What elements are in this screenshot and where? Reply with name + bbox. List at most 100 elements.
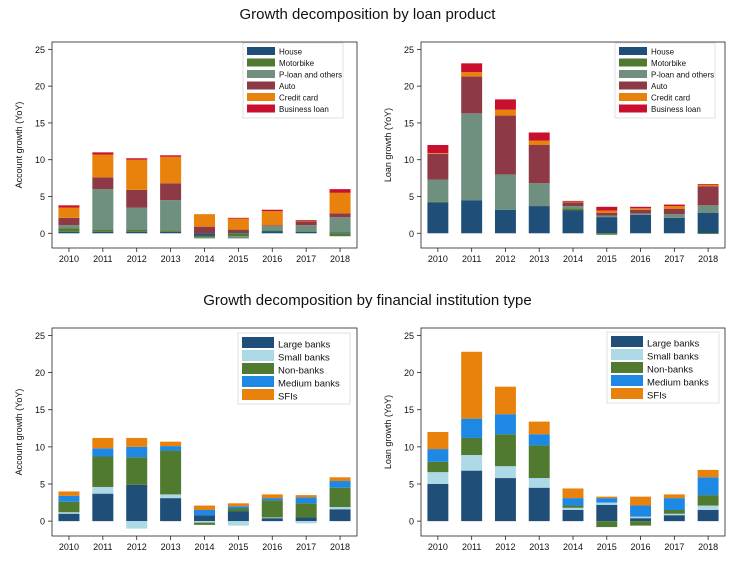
bar-business-loan-2015 xyxy=(596,206,618,211)
bar-sfis-2010 xyxy=(58,491,80,496)
bar-p-loan-and-others-2018 xyxy=(329,217,351,233)
x-tick-label-2016: 2016 xyxy=(631,254,651,264)
bar-motorbike-2010 xyxy=(58,228,80,232)
y-tick-label-0: 0 xyxy=(409,229,414,239)
legend-swatch-business-loan xyxy=(619,104,647,113)
bar-business-loan-2013 xyxy=(160,155,182,157)
bar-non-banks-2016 xyxy=(261,500,283,518)
legend-swatch-non-banks xyxy=(611,362,643,373)
bar-sfis-2015 xyxy=(227,503,249,507)
bar-motorbike-2010 xyxy=(427,201,449,203)
bar-house-2013 xyxy=(528,206,550,234)
bar-p-loan-and-others-2013 xyxy=(160,200,182,231)
bar-sfis-2011 xyxy=(92,437,114,449)
bar-credit-card-2013 xyxy=(528,140,550,145)
x-tick-label-2011: 2011 xyxy=(93,254,112,264)
legend-swatch-sfis xyxy=(242,389,274,400)
bar-motorbike-2018 xyxy=(697,233,719,235)
legend-swatch-auto xyxy=(619,81,647,90)
bar-house-2016 xyxy=(630,214,652,234)
bar-credit-card-2018 xyxy=(697,184,719,187)
y-tick-label-25: 25 xyxy=(35,331,45,341)
bar-credit-card-2012 xyxy=(126,159,148,190)
bar-non-banks-2014 xyxy=(193,522,216,525)
bar-business-loan-2010 xyxy=(427,145,449,154)
bar-large-banks-2018 xyxy=(329,509,351,522)
bar-medium-banks-2012 xyxy=(126,446,148,458)
bar-large-banks-2013 xyxy=(160,498,182,522)
bar-house-2018 xyxy=(697,212,719,234)
bar-business-loan-2012 xyxy=(126,158,148,160)
bar-small-banks-2015 xyxy=(596,502,618,505)
x-tick-label-2017: 2017 xyxy=(296,542,316,552)
bar-p-loan-and-others-2011 xyxy=(461,113,483,201)
bar-motorbike-2012 xyxy=(126,229,148,232)
bar-small-banks-2014 xyxy=(193,521,216,523)
legend-swatch-large-banks xyxy=(611,336,643,347)
bar-motorbike-2014 xyxy=(193,235,216,237)
x-tick-label-2010: 2010 xyxy=(59,542,79,552)
x-tick-label-2014: 2014 xyxy=(563,542,583,552)
legend-label-small-banks: Small banks xyxy=(647,352,699,363)
legend-swatch-sfis xyxy=(611,388,643,399)
x-tick-label-2014: 2014 xyxy=(194,254,214,264)
y-tick-label-5: 5 xyxy=(40,192,45,202)
bar-credit-card-2012 xyxy=(494,109,516,116)
x-tick-label-2018: 2018 xyxy=(330,542,350,552)
bar-business-loan-2010 xyxy=(58,205,80,208)
bar-large-banks-2014 xyxy=(562,510,584,522)
bar-large-banks-2015 xyxy=(596,504,618,522)
bar-non-banks-2016 xyxy=(630,521,652,526)
bar-small-banks-2011 xyxy=(92,486,114,494)
bar-non-banks-2010 xyxy=(427,461,449,473)
bar-business-loan-2014 xyxy=(562,200,584,202)
bar-large-banks-2011 xyxy=(461,470,483,522)
x-tick-label-2012: 2012 xyxy=(495,542,515,552)
bar-small-banks-2016 xyxy=(630,516,652,519)
x-tick-label-2018: 2018 xyxy=(698,542,718,552)
bar-house-2012 xyxy=(126,231,148,234)
legend-label-credit-card: Credit card xyxy=(651,94,690,103)
bar-p-loan-and-others-2014 xyxy=(193,236,216,239)
y-tick-label-10: 10 xyxy=(404,442,414,452)
bar-business-loan-2013 xyxy=(528,132,550,141)
bar-large-banks-2014 xyxy=(193,515,216,522)
bar-credit-card-2018 xyxy=(329,192,351,214)
bar-non-banks-2017 xyxy=(295,503,317,518)
bar-large-banks-2017 xyxy=(663,515,685,522)
bar-small-banks-2010 xyxy=(58,512,80,514)
bar-house-2017 xyxy=(295,231,317,234)
x-tick-label-2016: 2016 xyxy=(631,542,651,552)
bar-small-banks-2013 xyxy=(528,478,550,488)
bar-auto-2010 xyxy=(58,217,80,226)
bar-auto-2017 xyxy=(663,209,685,215)
legend-label-auto: Auto xyxy=(651,82,668,91)
legend-label-sfis: SFIs xyxy=(278,392,298,403)
y-tick-label-20: 20 xyxy=(404,82,414,92)
bar-credit-card-2017 xyxy=(295,220,317,222)
bar-sfis-2018 xyxy=(697,469,719,478)
bar-p-loan-and-others-2018 xyxy=(697,205,719,213)
x-tick-label-2016: 2016 xyxy=(262,542,282,552)
y-tick-label-10: 10 xyxy=(404,155,414,165)
bar-business-loan-2017 xyxy=(295,220,317,221)
bar-p-loan-and-others-2010 xyxy=(58,225,80,229)
bar-house-2018 xyxy=(329,232,351,234)
x-tick-label-2015: 2015 xyxy=(228,254,248,264)
bar-medium-banks-2014 xyxy=(562,498,584,506)
bar-p-loan-and-others-2015 xyxy=(596,215,618,218)
bar-sfis-2017 xyxy=(295,495,317,498)
bar-non-banks-2010 xyxy=(58,501,80,513)
bar-credit-card-2014 xyxy=(193,214,216,227)
y-tick-label-15: 15 xyxy=(35,405,45,415)
bar-house-2014 xyxy=(562,210,584,234)
bar-p-loan-and-others-2017 xyxy=(295,225,317,232)
bar-sfis-2010 xyxy=(427,432,449,450)
legend-label-non-banks: Non-banks xyxy=(278,366,324,377)
bar-business-loan-2018 xyxy=(697,183,719,185)
legend-swatch-medium-banks xyxy=(611,375,643,386)
bar-auto-2018 xyxy=(697,186,719,206)
bar-auto-2018 xyxy=(329,213,351,218)
bar-business-loan-2018 xyxy=(329,189,351,193)
bar-sfis-2011 xyxy=(461,351,483,419)
